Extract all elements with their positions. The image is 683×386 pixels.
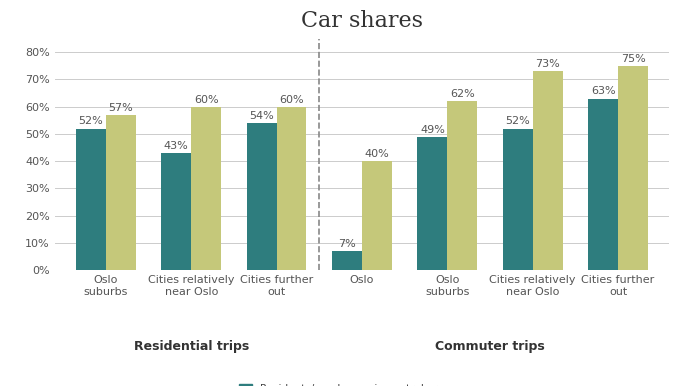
Text: Commuter trips: Commuter trips [435,340,545,353]
Text: 49%: 49% [420,125,445,134]
Bar [106,115,136,270]
Bar [332,251,362,270]
Text: 62%: 62% [450,89,475,99]
Bar [503,129,533,270]
Text: 75%: 75% [621,54,645,64]
Text: 40%: 40% [365,149,389,159]
Text: 63%: 63% [591,86,615,96]
Text: 73%: 73% [535,59,560,69]
Bar [588,98,618,270]
Bar [76,129,106,270]
Text: Residential trips: Residential trips [134,340,249,353]
Bar [618,66,648,270]
Bar [533,71,563,270]
Bar [161,153,191,270]
Text: 52%: 52% [505,116,530,126]
Text: 54%: 54% [249,111,274,121]
Bar [191,107,221,270]
Text: 52%: 52% [79,116,103,126]
Text: 7%: 7% [338,239,356,249]
Bar [247,123,277,270]
Title: Car shares: Car shares [301,10,423,32]
Legend: Residents/employees in central areas, Residents/employees outside central areas: Residents/employees in central areas, Re… [239,384,485,386]
Text: 60%: 60% [194,95,219,105]
Bar [277,107,307,270]
Bar [362,161,392,270]
Text: 43%: 43% [164,141,189,151]
Text: 60%: 60% [279,95,304,105]
Text: 57%: 57% [109,103,133,113]
Bar [417,137,447,270]
Bar [447,101,477,270]
